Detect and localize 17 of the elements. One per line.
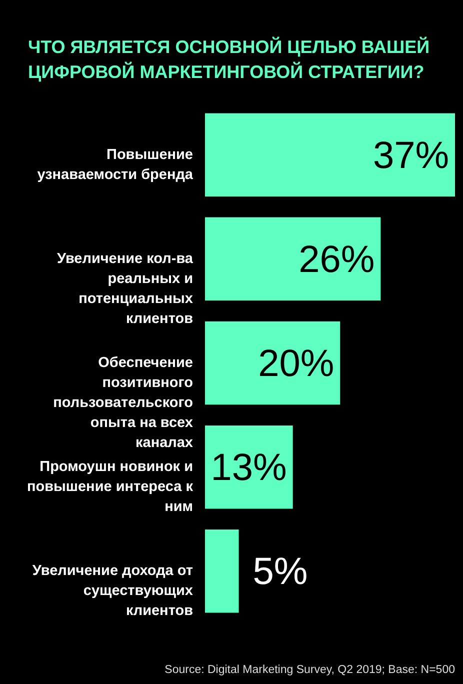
data-label: 20% [258,343,334,385]
y-tick-label: Обеспечение позитивного пользовательского опыта на всех каналах [53,355,194,451]
y-tick-label: Увеличение дохода от существующих клиентов [32,563,194,620]
y-tick-label: Повышение узнаваемости бренда [37,146,194,183]
bar [205,530,239,613]
bar [205,321,340,405]
source-note: Source: Digital Marketing Survey, Q2 2019; Base: N=500 [164,664,455,676]
y-tick-label: Промоушн новинок и повышение интереса к ним [27,459,194,516]
data-label: 13% [210,447,287,490]
bar [205,425,293,509]
data-label: 26% [298,238,375,281]
data-label: 37% [372,134,449,177]
bar [205,217,381,301]
data-label: 5% [252,551,308,594]
chart-title: ЧТО ЯВЛЯЕТСЯ ОСНОВНОЙ ЦЕЛЬЮ ВАШЕЙ ЦИФРОВОЙ МАРКЕТИНГОВОЙ СТРАТЕГИИ? [28,36,430,82]
y-tick-label: Увеличение кол-ва реальных и потенциальных клиентов [56,250,194,327]
bar [205,113,455,196]
